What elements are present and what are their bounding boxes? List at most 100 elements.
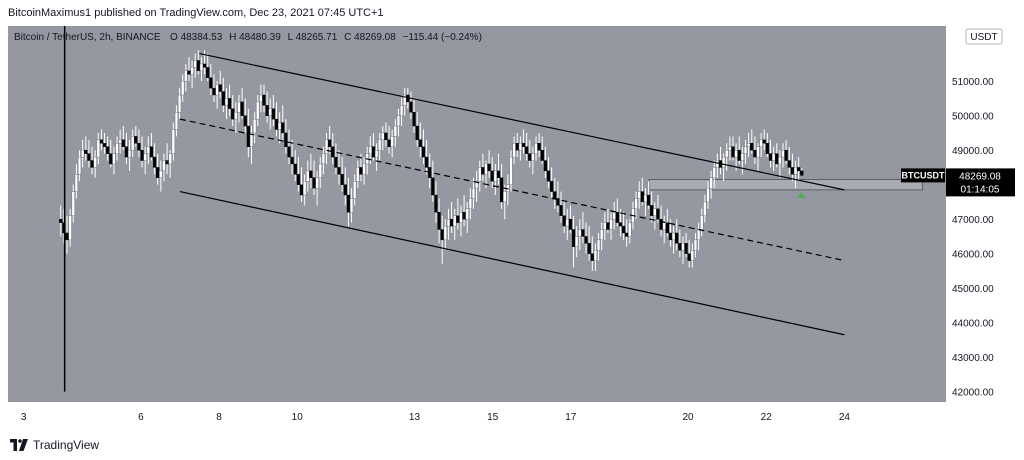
candle-body [174, 112, 179, 130]
candle-body [493, 170, 497, 182]
candle-body [787, 160, 791, 168]
candle-body [449, 218, 454, 227]
price-tick-label: 47000.00 [952, 215, 994, 226]
candle-body [403, 94, 407, 106]
candle-body [462, 212, 466, 220]
price-tick-label: 43000.00 [952, 353, 994, 364]
candle-body [518, 143, 522, 151]
candle-body [559, 205, 563, 216]
candle-body [318, 163, 322, 178]
candle-body [93, 156, 97, 168]
candle-body [77, 156, 82, 175]
candle-body [121, 139, 125, 147]
time-tick-label: 15 [487, 412, 499, 423]
candle-body [612, 212, 616, 220]
support-zone-rect [648, 179, 924, 191]
price-tick-label: 44000.00 [952, 319, 994, 330]
candle-body [152, 156, 157, 168]
candle-body [293, 163, 297, 175]
candle-body [484, 163, 488, 175]
candle-body [546, 170, 551, 182]
time-tick-label: 6 [138, 412, 144, 423]
candle-body [662, 222, 666, 230]
candle-body [600, 229, 604, 241]
ohlc-close-key: C [344, 32, 351, 43]
candle-body [384, 132, 388, 141]
candle-body [202, 63, 207, 68]
candle-body [590, 253, 594, 261]
candle-body [171, 129, 175, 154]
candle-body [659, 218, 663, 230]
candle-body [550, 181, 554, 192]
candle-body [593, 250, 598, 261]
time-axis-background[interactable] [8, 402, 1015, 429]
candle-body [162, 160, 166, 172]
candle-body [115, 143, 119, 154]
candle-body [65, 232, 69, 241]
candle-body [621, 225, 626, 234]
candle-body [747, 143, 751, 147]
price-tick-label: 42000.00 [952, 388, 994, 399]
candlestick-chart[interactable]: 42000.00 43000.00 44000.00 45000.00 46000.00… [8, 26, 1015, 429]
candle-body [124, 146, 129, 158]
candle-body [487, 163, 491, 172]
currency-badge[interactable]: USDT [965, 28, 1003, 45]
candle-body [693, 239, 698, 251]
candle-body [603, 222, 607, 230]
candle-body [793, 167, 798, 175]
channel-lower-line[interactable] [179, 190, 845, 336]
candle-body [218, 84, 222, 92]
candle-body [399, 105, 404, 116]
candle-body [587, 243, 591, 254]
candle-body [249, 132, 254, 147]
candle-body [575, 236, 579, 247]
candle-body [84, 149, 88, 154]
candle-body [412, 112, 416, 127]
candle-body [446, 218, 451, 227]
candle-body [387, 139, 391, 147]
candle-body [709, 177, 713, 189]
candle-body [349, 198, 354, 213]
candle-body [278, 122, 282, 130]
candle-body [181, 80, 185, 96]
candle-body [503, 191, 507, 203]
channel-middle-line[interactable] [179, 118, 845, 262]
candle-body [715, 160, 719, 168]
candle-body [337, 167, 341, 175]
candle-body [106, 146, 110, 154]
candle-body [697, 229, 701, 241]
candle-body [393, 125, 397, 137]
candle-body [681, 243, 685, 251]
price-axis-background[interactable] [946, 26, 1015, 402]
candle-body [299, 184, 304, 196]
candle-body [296, 174, 300, 185]
candle-body [237, 101, 241, 113]
time-tick-label: 24 [839, 412, 851, 423]
candle-body [243, 115, 247, 127]
candle-body [528, 153, 532, 161]
ohlc-low-value: 48265.71 [296, 32, 338, 43]
time-tick-label: 17 [565, 412, 577, 423]
candle-body [90, 160, 94, 168]
candle-body [368, 146, 372, 154]
candle-body [453, 215, 457, 227]
tradingview-logo-icon [10, 439, 28, 451]
ohlc-high-key: H [229, 32, 236, 43]
candle-body [571, 229, 576, 247]
symbol-label: Bitcoin / TetherUS, 2h, BINANCE [14, 32, 161, 43]
candle-body [734, 149, 738, 158]
candle-body [190, 67, 194, 75]
candle-body [434, 194, 438, 213]
footer-brand: TradingView [33, 438, 100, 452]
candle-body [628, 222, 632, 237]
channel-lines-group [179, 53, 845, 336]
candle-body [209, 77, 213, 89]
price-tag-value: 48269.08 [959, 171, 1001, 182]
candle-body [678, 243, 682, 251]
candle-body [465, 208, 469, 220]
candle-body [118, 139, 122, 144]
candle-body [109, 153, 113, 165]
channel-upper-line[interactable] [199, 53, 845, 191]
chart-panel[interactable]: 42000.00 43000.00 44000.00 45000.00 46000.00… [8, 26, 1015, 429]
candle-body [324, 139, 329, 154]
